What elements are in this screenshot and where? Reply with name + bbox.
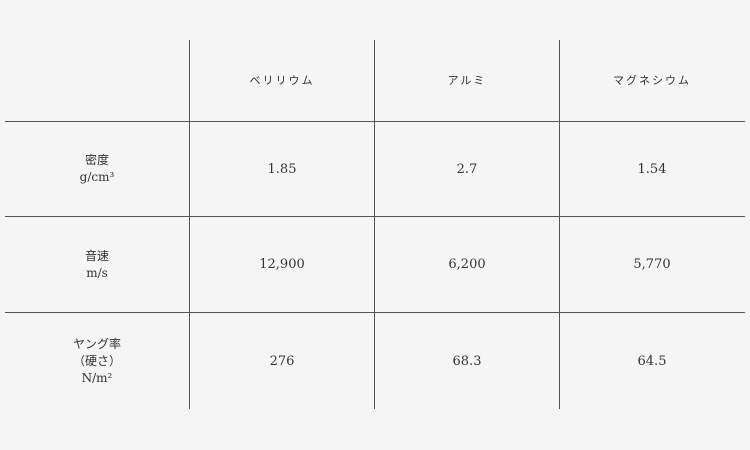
table-cell: 2.7 (456, 161, 478, 177)
label-text: 音速 (84, 248, 109, 263)
table-cell: 64.5 (637, 353, 667, 369)
column-header-beryllium: ベリリウム (249, 74, 315, 87)
divider (374, 40, 375, 409)
label-text: ヤング率 (72, 336, 121, 351)
label-text: 密度 (84, 153, 109, 167)
label-unit: N/m² (81, 370, 113, 385)
row-label-youngs-modulus: ヤング率 （硬さ） N/m² (5, 313, 189, 409)
row-label-sound-speed: 音速 m/s (5, 217, 189, 312)
table-cell: 6,200 (448, 257, 486, 272)
table-cell: 1.54 (637, 161, 667, 177)
label-note: （硬さ） (72, 353, 121, 368)
column-header-magnesium: マグネシウム (613, 74, 691, 87)
divider (5, 312, 745, 313)
divider (5, 216, 745, 217)
table-cell: 12,900 (259, 257, 305, 272)
table-cell: 1.85 (267, 161, 297, 177)
label-unit: m/s (86, 265, 108, 280)
label-unit: g/cm³ (79, 170, 115, 184)
table-cell: 68.3 (452, 353, 482, 369)
divider (5, 121, 745, 122)
divider (559, 40, 560, 409)
divider (189, 40, 190, 409)
table-cell: 5,770 (633, 257, 671, 272)
table-cell: 276 (269, 353, 295, 369)
column-header-aluminum: アルミ (447, 74, 487, 87)
row-label-density: 密度 g/cm³ (5, 122, 189, 216)
